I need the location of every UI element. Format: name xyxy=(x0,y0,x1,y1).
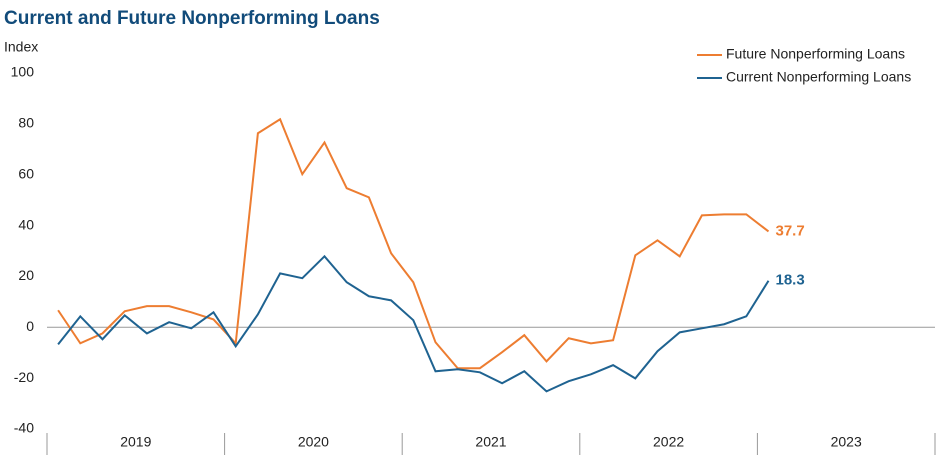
y-tick-label: 60 xyxy=(18,165,34,181)
y-tick-label: 80 xyxy=(18,115,34,131)
x-group-label: 2023 xyxy=(831,434,862,450)
end-label: 37.7 xyxy=(776,222,805,239)
x-group-label: 2021 xyxy=(475,434,506,450)
legend-label: Current Nonperforming Loans xyxy=(726,69,911,85)
x-group-label: 2020 xyxy=(298,434,329,450)
legend-label: Future Nonperforming Loans xyxy=(726,46,905,62)
y-tick-label: 0 xyxy=(26,318,34,334)
y-axis-label: Index xyxy=(4,39,38,55)
data-line xyxy=(57,254,770,393)
y-tick-label: 100 xyxy=(11,64,35,80)
y-tick-label: -40 xyxy=(14,420,34,436)
x-group-label: 2022 xyxy=(653,434,684,450)
chart-title: Current and Future Nonperforming Loans xyxy=(4,8,380,29)
y-tick-label: -20 xyxy=(14,369,34,385)
data-line xyxy=(57,117,770,370)
y-tick-label: 20 xyxy=(18,267,34,283)
x-group-label: 2019 xyxy=(120,434,151,450)
end-label: 18.3 xyxy=(776,272,805,289)
y-tick-label: 40 xyxy=(18,216,34,232)
